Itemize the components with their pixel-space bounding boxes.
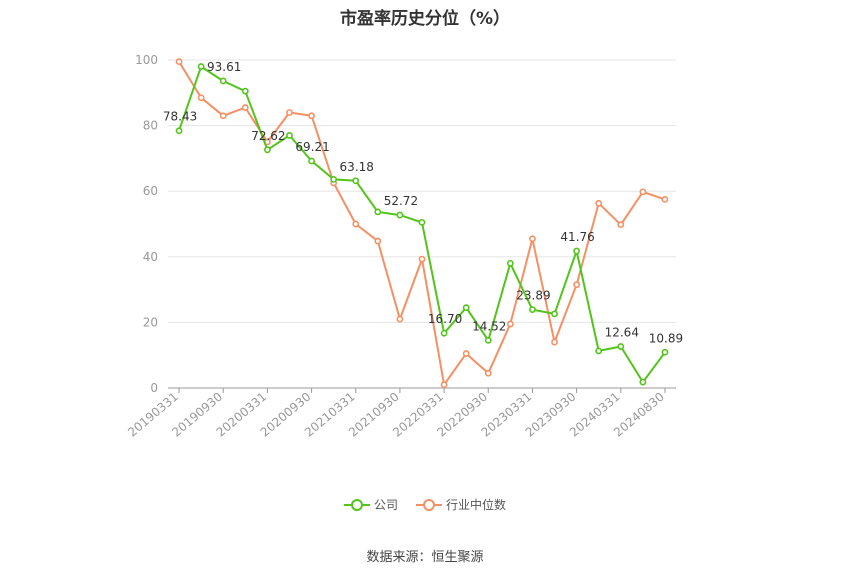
legend-line-marker-icon	[416, 498, 442, 512]
data-point	[661, 195, 669, 203]
data-point	[219, 112, 227, 120]
legend-label-company: 公司	[373, 498, 398, 512]
data-point	[219, 77, 227, 85]
data-point	[551, 310, 558, 318]
data-label: 78.43	[163, 110, 197, 124]
data-point	[573, 247, 581, 255]
data-point	[175, 127, 183, 135]
y-tick-label: 80	[143, 119, 158, 133]
data-point	[617, 343, 625, 350]
y-tick-label: 0	[150, 381, 158, 395]
data-point	[462, 350, 470, 357]
data-point	[617, 221, 625, 229]
data-point	[374, 208, 382, 216]
data-point	[462, 304, 470, 312]
data-label: 93.61	[207, 60, 241, 74]
y-tick-label: 100	[135, 53, 158, 67]
data-point	[484, 336, 492, 344]
data-point	[418, 218, 426, 226]
data-point	[396, 315, 404, 323]
legend-label-industry-median: 行业中位数	[446, 498, 507, 512]
data-point	[418, 255, 426, 263]
y-tick-label: 20	[143, 315, 158, 329]
data-label: 12.64	[605, 326, 639, 340]
data-label: 10.89	[649, 331, 683, 345]
data-point	[551, 338, 558, 346]
chart-legend: 公司 行业中位数	[0, 496, 850, 513]
data-label: 72.62	[251, 129, 285, 143]
data-label: 14.52	[472, 319, 506, 333]
data-point	[529, 235, 536, 243]
data-point	[330, 175, 338, 183]
data-point	[241, 104, 249, 111]
legend-item-company[interactable]: 公司	[343, 496, 398, 513]
data-point	[639, 378, 647, 386]
data-label: 69.21	[295, 140, 329, 154]
data-point	[308, 157, 315, 165]
data-point	[374, 237, 382, 245]
data-point	[661, 348, 669, 356]
data-label: 41.76	[560, 230, 594, 244]
data-label: 23.89	[516, 289, 550, 303]
data-point	[595, 199, 603, 207]
y-tick-label: 40	[143, 250, 158, 264]
data-point	[197, 63, 205, 70]
legend-item-industry-median[interactable]: 行业中位数	[416, 496, 506, 513]
data-point	[352, 177, 360, 185]
data-point	[286, 132, 293, 139]
data-point	[573, 281, 581, 289]
chart-title: 市盈率历史分位（%）	[339, 9, 511, 29]
data-point	[308, 112, 315, 120]
data-point	[440, 381, 448, 389]
data-point	[241, 87, 249, 95]
data-point	[396, 211, 404, 219]
data-point	[506, 259, 514, 267]
legend-line-marker-icon	[343, 498, 370, 512]
data-point	[175, 58, 183, 66]
y-tick-label: 60	[143, 184, 158, 198]
data-point	[595, 347, 603, 355]
data-point	[639, 188, 647, 196]
data-label: 16.70	[428, 312, 462, 326]
data-point	[286, 109, 293, 116]
data-point	[197, 94, 205, 102]
data-source-note: 数据来源：恒生聚源	[366, 550, 484, 565]
data-point	[352, 220, 360, 228]
data-point	[440, 329, 448, 337]
data-label: 63.18	[340, 160, 374, 174]
data-label: 52.72	[384, 194, 418, 208]
data-point	[529, 306, 536, 314]
data-point	[484, 369, 492, 377]
data-point	[263, 146, 271, 154]
data-point	[506, 320, 514, 328]
